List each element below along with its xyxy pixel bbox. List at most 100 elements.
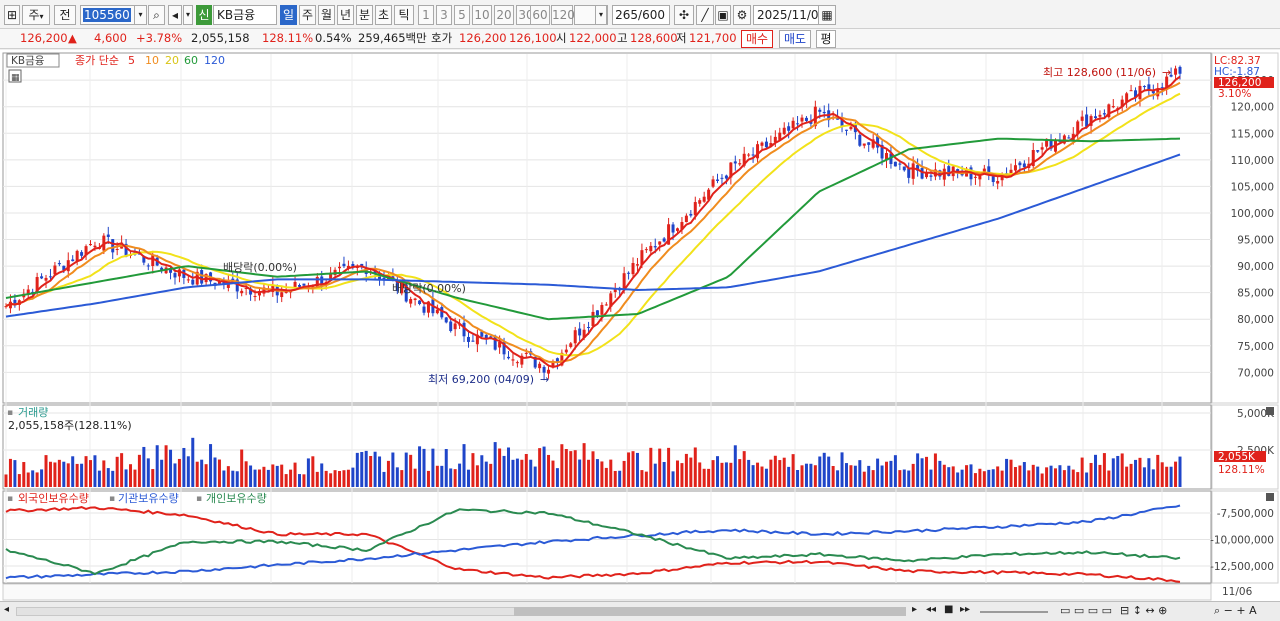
search-icon[interactable]: ⌕ bbox=[148, 5, 165, 25]
count-field[interactable]: 265/600 bbox=[612, 5, 670, 25]
candle-body bbox=[44, 277, 48, 281]
candle-body bbox=[1049, 140, 1053, 149]
candle-body bbox=[53, 265, 57, 275]
holding-close-icon[interactable] bbox=[1266, 493, 1274, 501]
volume-bar bbox=[1165, 466, 1169, 487]
candle-body bbox=[929, 175, 933, 177]
candle-body bbox=[698, 200, 702, 204]
speaker-icon[interactable]: ◂ bbox=[168, 5, 182, 25]
draw-tool-icon[interactable]: ╱ bbox=[696, 5, 714, 25]
interval-60[interactable]: 60 bbox=[530, 5, 550, 25]
scroll-right-icon[interactable]: ▸ bbox=[912, 604, 918, 615]
volume-bar bbox=[907, 470, 911, 487]
tab-tick[interactable]: 틱 bbox=[394, 5, 414, 25]
volume-bar bbox=[66, 463, 70, 487]
volume-bar bbox=[249, 465, 253, 487]
chart-area[interactable]: 125,000120,000115,000110,000105,000100,0… bbox=[0, 50, 1280, 601]
zoom-icon[interactable]: ⌕ − + A bbox=[1214, 604, 1257, 617]
interval-120[interactable]: 120 bbox=[551, 5, 575, 25]
rewind-icon[interactable]: ◂◂ bbox=[926, 604, 937, 615]
volume-bar bbox=[840, 452, 844, 487]
candle-body bbox=[898, 163, 902, 165]
zoom-slider[interactable] bbox=[980, 611, 1048, 613]
volume-close-icon[interactable] bbox=[1266, 407, 1274, 415]
candle-body bbox=[1089, 116, 1093, 126]
volume-bar bbox=[836, 470, 840, 487]
play-icon[interactable]: ▸▸ bbox=[960, 604, 971, 615]
volume-bar bbox=[658, 448, 662, 487]
candle-body bbox=[395, 280, 399, 292]
bid-price: 126,100 bbox=[509, 31, 557, 45]
interval-5[interactable]: 5 bbox=[454, 5, 470, 25]
candle-body bbox=[1120, 99, 1124, 108]
volume-bar bbox=[142, 446, 146, 487]
volume-bar bbox=[800, 465, 804, 487]
candle-body bbox=[675, 228, 679, 231]
volume-bar bbox=[48, 461, 52, 487]
chart-canvas[interactable]: 125,000120,000115,000110,000105,000100,0… bbox=[0, 50, 1280, 601]
volume-bar bbox=[395, 467, 399, 487]
save-icon[interactable]: ▣ bbox=[715, 5, 731, 25]
tab-month[interactable]: 월 bbox=[318, 5, 335, 25]
stop-icon[interactable]: ■ bbox=[944, 604, 954, 615]
candle-body bbox=[338, 266, 342, 269]
volume-bar bbox=[542, 446, 546, 487]
candle-body bbox=[773, 136, 777, 143]
interval-1[interactable]: 1 bbox=[418, 5, 434, 25]
volume-bar bbox=[75, 463, 79, 487]
chevron-down-icon[interactable]: ▾ bbox=[134, 5, 147, 25]
volume-bar bbox=[444, 449, 448, 487]
tab-year[interactable]: 년 bbox=[337, 5, 354, 25]
volume-bar bbox=[991, 469, 995, 487]
ma-legend-120: 120 bbox=[204, 54, 225, 67]
high-annotation: 최고 128,600 (11/06) bbox=[1043, 66, 1156, 79]
layout-icon[interactable]: ▭ ▭ ▭ ▭ bbox=[1060, 604, 1113, 617]
sell-button[interactable]: 매도 bbox=[779, 30, 811, 48]
code-input[interactable]: 105560 bbox=[80, 5, 136, 25]
volume-bar bbox=[164, 445, 168, 487]
chevron-down-icon[interactable]: ▾ bbox=[595, 5, 607, 25]
date-field[interactable]: 2025/11/06 bbox=[753, 5, 826, 25]
prev-button[interactable]: 전 bbox=[54, 5, 76, 25]
stock-name-field[interactable]: KB금융 bbox=[213, 5, 277, 25]
candle-body bbox=[844, 129, 848, 131]
volume-bar bbox=[209, 444, 213, 487]
window-icon[interactable]: ⊞ bbox=[4, 5, 20, 25]
candle-body bbox=[902, 166, 906, 171]
tab-minute[interactable]: 분 bbox=[356, 5, 373, 25]
candle-body bbox=[738, 163, 742, 165]
tab-week[interactable]: 주 bbox=[299, 5, 316, 25]
scroll-left-icon[interactable]: ◂ bbox=[4, 604, 10, 615]
tab-day[interactable]: 일 bbox=[280, 5, 297, 25]
volume-bar bbox=[680, 463, 684, 487]
eval-button[interactable]: 평 bbox=[816, 30, 836, 48]
crosshair-icon[interactable]: ✣ bbox=[674, 5, 694, 25]
credit-badge: 신 bbox=[196, 5, 212, 25]
candle-body bbox=[1036, 150, 1040, 152]
volume-bar bbox=[453, 469, 457, 487]
candle-body bbox=[444, 317, 448, 323]
candle-body bbox=[1174, 68, 1178, 75]
volume-bar bbox=[484, 461, 488, 487]
candle-body bbox=[329, 272, 333, 281]
gear-icon[interactable]: ⚙ bbox=[733, 5, 751, 25]
period-select[interactable]: 주▾ bbox=[22, 5, 50, 25]
candle-body bbox=[1169, 74, 1173, 77]
candle-body bbox=[609, 293, 613, 307]
buy-button[interactable]: 매수 bbox=[741, 30, 773, 48]
scroll-thumb[interactable] bbox=[514, 607, 906, 616]
calculator-icon[interactable] bbox=[8, 69, 22, 83]
chevron-down-icon[interactable]: ▾ bbox=[183, 5, 193, 25]
volume-bar bbox=[640, 470, 644, 487]
chart-tools-icon[interactable]: ⊟ ↕ ↔ ⊕ bbox=[1120, 604, 1168, 617]
calendar-icon[interactable]: ▦ bbox=[818, 5, 836, 25]
candle-body bbox=[658, 241, 662, 245]
interval-3[interactable]: 3 bbox=[436, 5, 452, 25]
interval-10[interactable]: 10 bbox=[472, 5, 492, 25]
interval-20[interactable]: 20 bbox=[494, 5, 514, 25]
gridlines bbox=[3, 79, 1211, 567]
tab-second[interactable]: 초 bbox=[375, 5, 392, 25]
volume-bar bbox=[729, 462, 733, 487]
candle-body bbox=[111, 239, 115, 253]
candle-body bbox=[716, 179, 720, 181]
